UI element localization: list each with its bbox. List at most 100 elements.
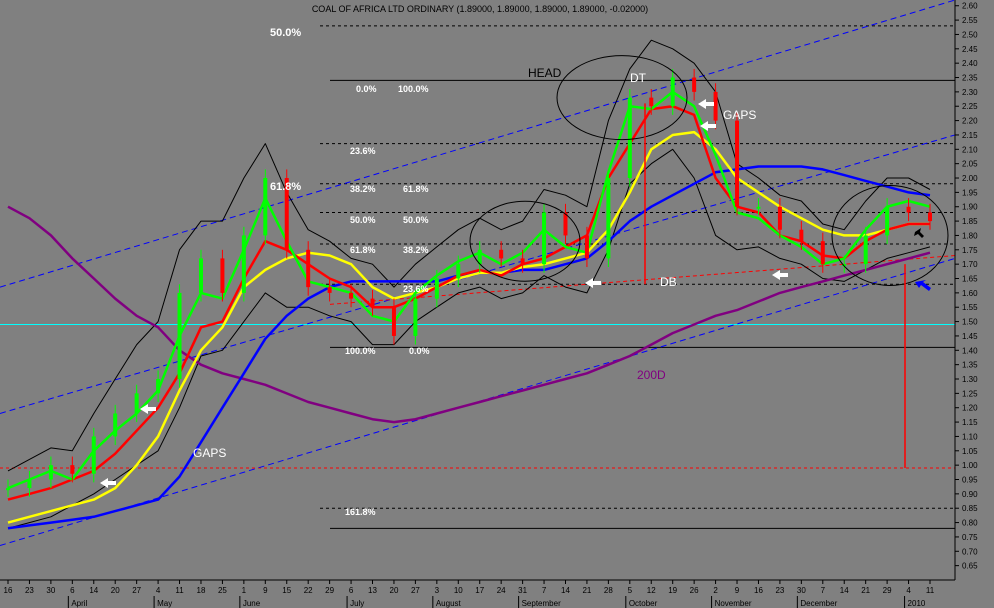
y-tick-label: 2.35 — [962, 74, 978, 83]
y-tick-label: 1.30 — [962, 375, 978, 384]
y-tick-label: 1.25 — [962, 389, 978, 398]
price-body — [820, 241, 825, 265]
price-bars — [6, 68, 932, 497]
price-body — [520, 258, 525, 265]
x-tick-label: 26 — [690, 586, 699, 595]
price-body — [799, 229, 804, 242]
x-tick-label: 7 — [821, 586, 826, 595]
y-tick-label: 2.20 — [962, 117, 978, 126]
annotation-fib-618b: 61.8% — [350, 245, 376, 255]
channel-lower-line — [0, 257, 956, 547]
month-label: April — [71, 599, 87, 608]
x-tick-label: 9 — [735, 586, 740, 595]
price-body — [670, 77, 675, 107]
y-tick-label: 1.80 — [962, 231, 978, 240]
x-tick-label: 25 — [218, 586, 227, 595]
annotation-db: DB — [660, 275, 677, 289]
price-body — [327, 287, 332, 293]
annotation-dt: DT — [630, 71, 647, 85]
x-tick-label: 24 — [497, 586, 506, 595]
white-arrow-icon — [585, 278, 601, 288]
x-tick-label: 12 — [647, 586, 656, 595]
x-tick-label: 23 — [775, 586, 784, 595]
price-body — [542, 212, 547, 265]
y-tick-label: 2.00 — [962, 174, 978, 183]
y-tick-label: 1.65 — [962, 275, 978, 284]
price-body — [499, 249, 504, 259]
price-body — [134, 393, 139, 414]
annotation-fib-50: 50.0% — [403, 215, 429, 225]
x-tick-label: 19 — [668, 586, 677, 595]
x-tick-label: 16 — [4, 586, 13, 595]
y-tick-label: 1.50 — [962, 318, 978, 327]
ma-yellow-line — [7, 130, 930, 524]
x-tick-label: 4 — [906, 586, 911, 595]
y-tick-label: 2.25 — [962, 102, 978, 111]
black-arrow-icon — [914, 228, 924, 238]
x-tick-label: 18 — [197, 586, 206, 595]
y-tick-label: 0.90 — [962, 490, 978, 499]
x-tick-label: 6 — [349, 586, 354, 595]
y-tick-label: 2.60 — [962, 2, 978, 11]
price-body — [48, 465, 53, 480]
price-body — [756, 206, 761, 209]
month-label: July — [350, 599, 364, 608]
price-body — [477, 249, 482, 265]
month-label: August — [436, 599, 462, 608]
horizontal-levels — [0, 25, 955, 529]
x-tick-label: 14 — [561, 586, 570, 595]
price-body — [91, 436, 96, 474]
price-body — [649, 97, 654, 107]
price-body — [370, 298, 375, 308]
month-label: 2010 — [908, 599, 926, 608]
annotation-head: HEAD — [528, 66, 562, 80]
channel-upper-line — [0, 0, 956, 288]
price-body — [413, 298, 418, 336]
y-tick-label: 1.45 — [962, 332, 978, 341]
price-body — [113, 413, 118, 437]
x-tick-label: 29 — [883, 586, 892, 595]
price-body — [349, 292, 354, 299]
price-body — [70, 465, 75, 474]
y-tick-label: 2.45 — [962, 45, 978, 54]
head-ellipse — [556, 55, 688, 141]
x-tick-label: 30 — [797, 586, 806, 595]
x-tick-label: 1 — [242, 586, 247, 595]
y-tick-label: 1.70 — [962, 260, 978, 269]
annotation-ma200: 200D — [637, 368, 666, 382]
month-label: May — [157, 599, 172, 608]
trend-channels — [0, 0, 956, 547]
month-label: September — [522, 599, 561, 608]
pattern-shapes — [100, 55, 949, 488]
price-body — [177, 292, 182, 380]
price-body — [563, 212, 568, 236]
price-body — [906, 206, 911, 213]
y-tick-label: 2.50 — [962, 30, 978, 39]
blue-arrow-icon — [915, 280, 931, 291]
ma-blue-line — [7, 165, 931, 530]
x-tick-label: 17 — [475, 586, 484, 595]
y-tick-label: 2.30 — [962, 88, 978, 97]
annotation-fib-0b: 0.0% — [409, 346, 430, 356]
y-tick-label: 1.20 — [962, 404, 978, 413]
x-tick-label: 23 — [25, 586, 34, 595]
right-ellipse — [831, 184, 949, 286]
ma-green-line — [7, 90, 931, 490]
price-body — [606, 178, 611, 259]
y-tick-label: 1.90 — [962, 203, 978, 212]
y-tick-label: 2.15 — [962, 131, 978, 140]
y-tick-label: 1.95 — [962, 188, 978, 197]
chart-title: COAL OF AFRICA LTD ORDINARY (1.89000, 1.… — [312, 4, 648, 14]
price-body — [434, 278, 439, 299]
y-tick-label: 1.40 — [962, 346, 978, 355]
annotation-fib-1618: 161.8% — [345, 507, 376, 517]
x-tick-label: 28 — [604, 586, 613, 595]
x-tick-label: 27 — [132, 586, 141, 595]
annotation-fib-0: 0.0% — [356, 84, 377, 94]
x-tick-label: 9 — [263, 586, 268, 595]
annotation-fib-50: 50.0% — [350, 215, 376, 225]
x-tick-label: 11 — [175, 586, 184, 595]
y-tick-label: 0.65 — [962, 562, 978, 571]
x-tick-label: 20 — [390, 586, 399, 595]
